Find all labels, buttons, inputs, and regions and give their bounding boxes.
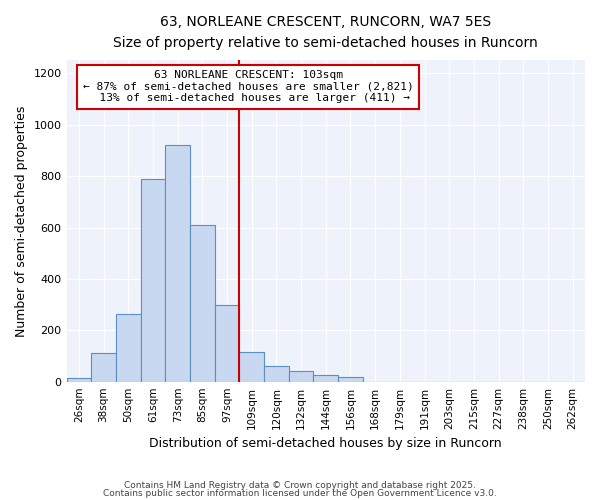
Title: 63, NORLEANE CRESCENT, RUNCORN, WA7 5ES
Size of property relative to semi-detach: 63, NORLEANE CRESCENT, RUNCORN, WA7 5ES … [113,15,538,50]
Text: Contains HM Land Registry data © Crown copyright and database right 2025.: Contains HM Land Registry data © Crown c… [124,481,476,490]
Bar [215,304,239,382]
Text: 63 NORLEANE CRESCENT: 103sqm
← 87% of semi-detached houses are smaller (2,821)
 : 63 NORLEANE CRESCENT: 103sqm ← 87% of se… [83,70,413,103]
Bar [190,225,215,382]
Bar [140,178,165,382]
Y-axis label: Number of semi-detached properties: Number of semi-detached properties [15,106,28,337]
Bar [264,366,289,382]
Bar [239,352,264,382]
Bar [116,314,140,382]
X-axis label: Distribution of semi-detached houses by size in Runcorn: Distribution of semi-detached houses by … [149,437,502,450]
Bar [67,378,91,382]
Bar [338,376,363,382]
Bar [313,376,338,382]
Bar [165,146,190,382]
Text: Contains public sector information licensed under the Open Government Licence v3: Contains public sector information licen… [103,488,497,498]
Bar [91,354,116,382]
Bar [289,372,313,382]
